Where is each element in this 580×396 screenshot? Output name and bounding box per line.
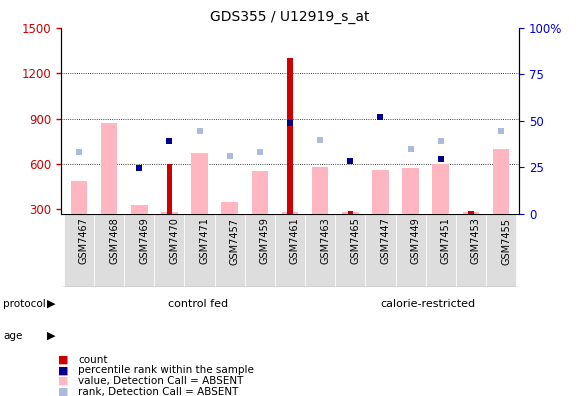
Bar — [252, 171, 268, 214]
Bar — [191, 153, 208, 214]
Text: GSM7449: GSM7449 — [411, 217, 420, 264]
Text: GSM7451: GSM7451 — [441, 217, 451, 265]
Bar — [222, 202, 238, 214]
Bar — [161, 212, 177, 214]
Text: rank, Detection Call = ABSENT: rank, Detection Call = ABSENT — [78, 386, 239, 396]
Bar — [433, 164, 449, 214]
Bar — [396, 214, 426, 287]
Bar — [282, 212, 298, 214]
Text: count: count — [78, 354, 108, 365]
Text: GSM7470: GSM7470 — [169, 217, 179, 265]
Bar — [493, 149, 509, 214]
Text: age: age — [3, 331, 22, 341]
Bar — [468, 211, 474, 214]
Bar — [305, 214, 335, 287]
Bar — [456, 214, 486, 287]
Bar — [94, 214, 124, 287]
Text: percentile rank within the sample: percentile rank within the sample — [78, 365, 254, 375]
Bar — [184, 214, 215, 287]
Bar — [312, 167, 328, 214]
Bar — [365, 214, 396, 287]
Text: GSM7469: GSM7469 — [139, 217, 149, 264]
Bar — [215, 214, 245, 287]
Bar — [486, 214, 516, 287]
Text: 5 month: 5 month — [113, 329, 162, 342]
Bar — [64, 214, 94, 287]
Bar — [245, 214, 275, 287]
Bar — [426, 214, 456, 287]
Text: GDS355 / U12919_s_at: GDS355 / U12919_s_at — [210, 10, 370, 24]
Bar — [154, 214, 184, 287]
Text: GSM7465: GSM7465 — [350, 217, 360, 265]
Bar — [335, 214, 365, 287]
Bar — [287, 58, 293, 214]
Bar — [372, 170, 389, 214]
Text: GSM7453: GSM7453 — [471, 217, 481, 265]
Text: GSM7459: GSM7459 — [260, 217, 270, 265]
Text: 30 month: 30 month — [338, 329, 395, 342]
Bar — [71, 181, 87, 214]
Bar — [101, 123, 117, 214]
Text: control fed: control fed — [168, 299, 229, 309]
Text: calorie-restricted: calorie-restricted — [380, 299, 475, 309]
Text: GSM7468: GSM7468 — [109, 217, 119, 264]
Bar — [275, 214, 305, 287]
Bar — [342, 212, 358, 214]
Text: protocol: protocol — [3, 299, 46, 309]
Bar — [403, 168, 419, 214]
Text: ■: ■ — [58, 365, 68, 375]
Bar — [347, 211, 353, 214]
Text: GSM7463: GSM7463 — [320, 217, 330, 264]
Text: ■: ■ — [58, 354, 68, 365]
Bar — [131, 205, 147, 214]
Text: GSM7471: GSM7471 — [200, 217, 209, 265]
Text: GSM7461: GSM7461 — [290, 217, 300, 264]
Text: GSM7447: GSM7447 — [380, 217, 390, 265]
Text: ▶: ▶ — [46, 299, 55, 309]
Bar — [124, 214, 154, 287]
Text: ■: ■ — [58, 386, 68, 396]
Bar — [463, 212, 479, 214]
Text: GSM7457: GSM7457 — [230, 217, 240, 265]
Text: ▶: ▶ — [46, 331, 55, 341]
Text: GSM7455: GSM7455 — [501, 217, 511, 265]
Text: GSM7467: GSM7467 — [79, 217, 89, 265]
Bar — [166, 164, 172, 214]
Text: ■: ■ — [58, 376, 68, 386]
Text: value, Detection Call = ABSENT: value, Detection Call = ABSENT — [78, 376, 244, 386]
